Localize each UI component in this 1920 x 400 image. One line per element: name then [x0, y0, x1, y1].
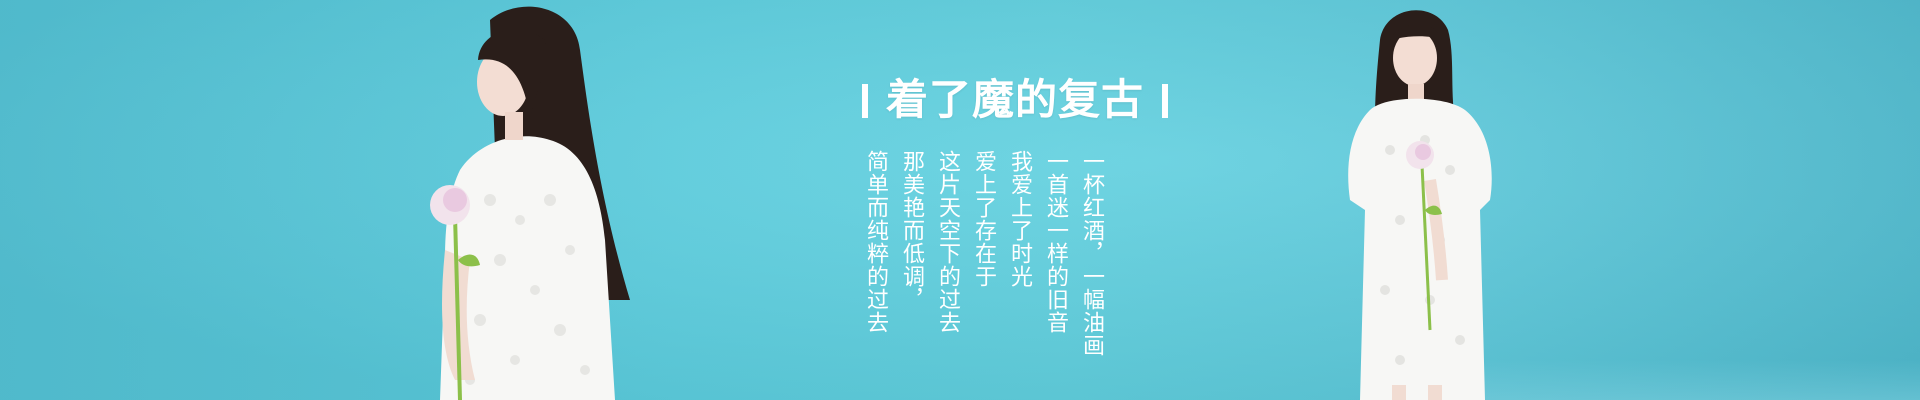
banner-title: 着了魔的复古: [55, 66, 1920, 127]
poem-line-4: 爱上了存在于: [971, 150, 996, 288]
poem-line-5: 这片天空下的过去: [935, 150, 960, 334]
left-model-image: [400, 0, 660, 400]
poem-line-1: 一杯红酒，一幅油画: [1079, 150, 1104, 357]
poem-line-6: 那美艳而低调，: [899, 150, 924, 311]
title-bar-right: [1162, 84, 1168, 118]
poem-line-7: 简单而纯粹的过去: [863, 150, 888, 334]
poem-line-2: 一首迷一样的旧音: [1043, 150, 1068, 334]
poem-line-3: 我爱上了时光: [1007, 150, 1032, 288]
title-text: 着了魔的复古: [885, 75, 1144, 124]
right-model-image: [1330, 0, 1510, 400]
title-bar-left: [861, 84, 868, 118]
